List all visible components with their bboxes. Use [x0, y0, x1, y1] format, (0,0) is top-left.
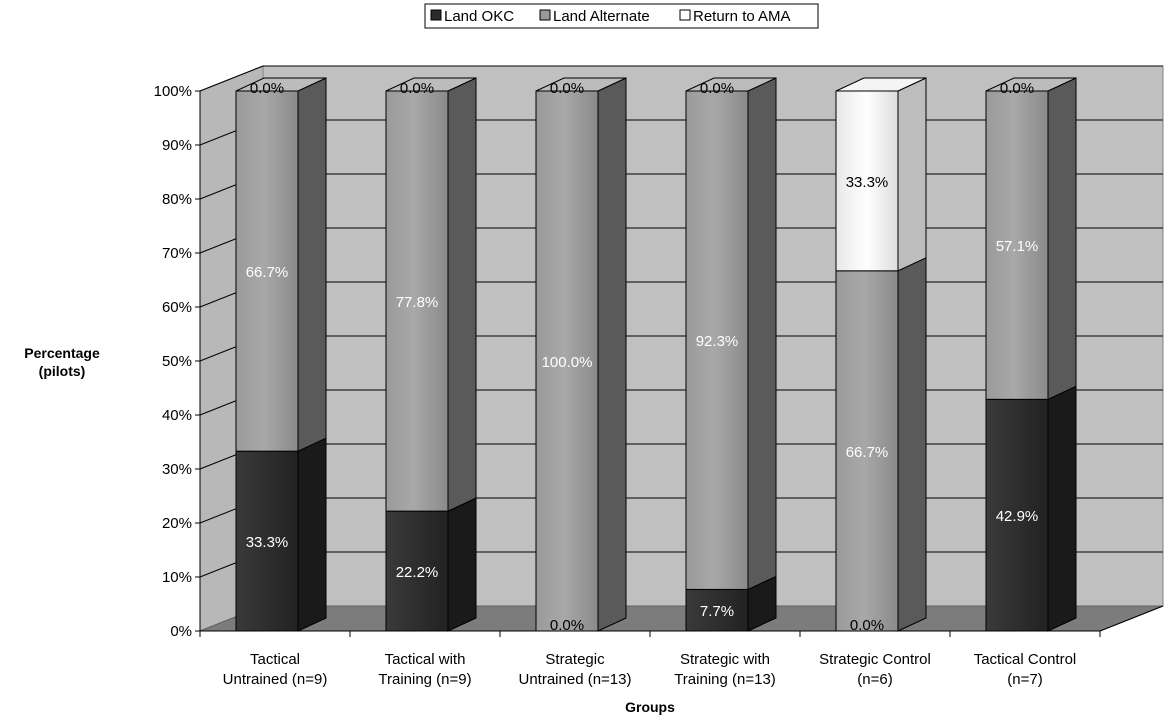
y-tick-label: 20%	[162, 515, 192, 532]
data-label: 0.0%	[550, 617, 584, 634]
bar-top	[985, 77, 1077, 92]
bar-segment	[985, 398, 1049, 632]
y-tick-label: 30%	[162, 461, 192, 478]
y-tick-label: 40%	[162, 407, 192, 424]
bar-segment	[835, 270, 899, 632]
bar-top	[535, 77, 627, 92]
floor-edge	[1099, 605, 1164, 632]
gridline-diagonal	[199, 65, 264, 92]
data-label: 57.1%	[996, 238, 1039, 255]
y-tick-label: 60%	[162, 299, 192, 316]
x-tick-label: Training (n=13)	[674, 671, 776, 688]
bar-segment	[235, 450, 299, 632]
bar-side	[447, 77, 477, 512]
x-tick-label: Training (n=9)	[378, 671, 471, 688]
legend-label: Land OKC	[444, 8, 514, 25]
bar-top	[235, 77, 327, 92]
bar-side	[1047, 385, 1077, 632]
x-tick-label: (n=7)	[1007, 671, 1042, 688]
bar-side	[297, 77, 327, 452]
data-label: 66.7%	[846, 444, 889, 461]
bar-side	[1047, 77, 1077, 401]
legend: Land OKC Land Alternate Return to AMA	[424, 3, 819, 29]
bar-segment	[985, 90, 1049, 400]
bar-side	[897, 77, 927, 272]
x-tick-label: (n=6)	[857, 671, 892, 688]
data-label: 66.7%	[246, 264, 289, 281]
data-label: 0.0%	[850, 617, 884, 634]
data-label: 0.0%	[400, 80, 434, 97]
legend-label: Land Alternate	[553, 8, 650, 25]
data-label: 77.8%	[396, 294, 439, 311]
bar-side	[747, 77, 777, 591]
legend-label: Return to AMA	[693, 8, 791, 25]
data-label: 7.7%	[700, 603, 734, 620]
bar-top	[835, 77, 927, 92]
bar-top	[685, 77, 777, 92]
bar-side	[597, 77, 627, 632]
y-tick-label: 90%	[162, 137, 192, 154]
x-tick-label: Tactical Control	[974, 651, 1077, 668]
data-label: 92.3%	[696, 333, 739, 350]
y-tick-label: 100%	[154, 83, 192, 100]
x-tick-label: Strategic Control	[819, 651, 931, 668]
x-tick-label: Strategic with	[680, 651, 770, 668]
x-tick-label: Strategic	[545, 651, 605, 668]
y-tick-label: 80%	[162, 191, 192, 208]
data-label: 0.0%	[700, 80, 734, 97]
y-tick-label: 0%	[170, 623, 192, 640]
y-tick-label: 50%	[162, 353, 192, 370]
x-tick-label: Untrained (n=9)	[223, 671, 328, 688]
x-axis-title: Groups	[625, 699, 675, 715]
data-label: 33.3%	[846, 174, 889, 191]
data-label: 0.0%	[550, 80, 584, 97]
data-label: 100.0%	[542, 354, 593, 371]
data-label: 42.9%	[996, 508, 1039, 525]
data-label: 22.2%	[396, 564, 439, 581]
legend-swatch	[679, 9, 691, 21]
bar-segment	[535, 90, 599, 632]
data-label: 33.3%	[246, 534, 289, 551]
data-label: 0.0%	[1000, 80, 1034, 97]
bar-segment	[385, 510, 449, 632]
y-axis-title-line1: Percentage	[24, 345, 100, 361]
bar-segment	[835, 90, 899, 272]
legend-box	[424, 3, 819, 29]
bar-side	[447, 497, 477, 632]
bar-segment	[235, 90, 299, 452]
data-label: 0.0%	[250, 80, 284, 97]
x-tick-label: Tactical	[250, 651, 300, 668]
bar-top	[385, 77, 477, 92]
legend-swatch	[539, 9, 551, 21]
bar-segment	[385, 90, 449, 512]
x-tick-label: Untrained (n=13)	[519, 671, 632, 688]
y-axis-title-line2: (pilots)	[39, 363, 86, 379]
bar-side	[897, 257, 927, 632]
bar-side	[297, 437, 327, 632]
y-tick-label: 10%	[162, 569, 192, 586]
legend-swatch	[430, 9, 442, 21]
x-tick-label: Tactical with	[385, 651, 466, 668]
y-tick-label: 70%	[162, 245, 192, 262]
bar-segment	[685, 90, 749, 590]
